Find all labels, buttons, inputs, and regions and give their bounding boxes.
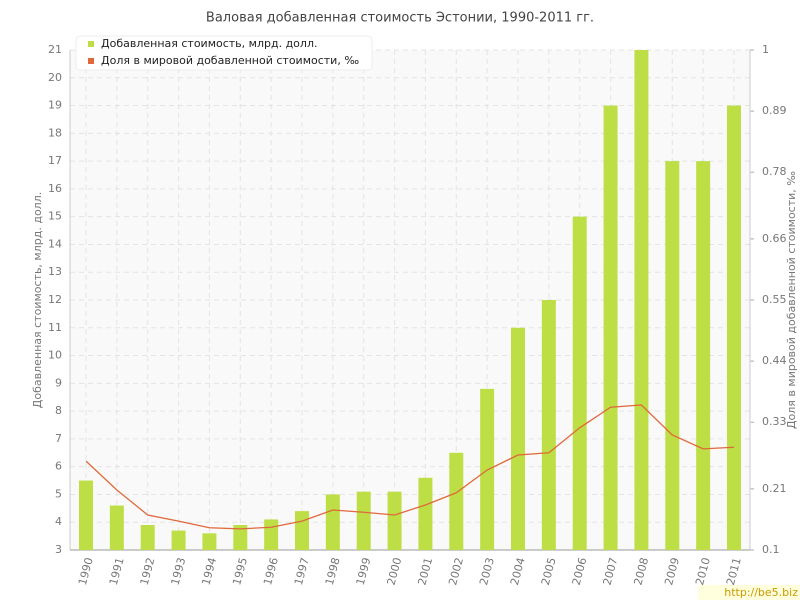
y-tick-label: 19 — [48, 99, 62, 112]
x-tick-label: 1992 — [138, 556, 158, 586]
y2-tick-label: 0.44 — [762, 354, 787, 367]
y2-tick-label: 0.89 — [762, 104, 787, 117]
x-tick-label: 1993 — [169, 556, 189, 586]
legend-label: Доля в мировой добавленной стоимости, ‰ — [101, 54, 359, 67]
bar — [264, 519, 279, 550]
y-tick-label: 4 — [55, 515, 62, 528]
x-tick-label: 1990 — [76, 556, 96, 586]
x-tick-label: 2000 — [385, 556, 405, 586]
legend-box — [75, 35, 373, 71]
x-tick-label: 2007 — [601, 556, 621, 586]
bar — [634, 50, 649, 550]
bar — [603, 105, 618, 551]
x-tick-label: 1991 — [107, 556, 127, 586]
bar — [572, 216, 587, 550]
y-tick-label: 20 — [48, 71, 62, 84]
y-tick-label: 17 — [48, 154, 62, 167]
legend-label: Добавленная стоимость, млрд. долл. — [101, 37, 317, 50]
x-tick-label: 1996 — [261, 556, 281, 586]
bar — [387, 491, 402, 550]
x-tick-label: 2010 — [693, 556, 713, 586]
bar — [541, 300, 556, 550]
x-tick-label: 2011 — [724, 556, 744, 586]
bar — [295, 511, 309, 550]
x-tick-label: 2002 — [446, 556, 466, 586]
y-tick-label: 16 — [48, 182, 62, 195]
legend-swatch — [88, 58, 94, 64]
bar — [727, 105, 741, 551]
bar — [202, 533, 217, 550]
y-tick-label: 5 — [55, 487, 62, 500]
x-tick-label: 2006 — [570, 556, 590, 586]
bar — [325, 494, 340, 550]
y2-tick-label: 0.66 — [762, 232, 787, 245]
bar — [696, 161, 711, 550]
y2-tick-label: 0.33 — [762, 415, 787, 428]
bar — [171, 530, 186, 550]
y-tick-label: 14 — [48, 237, 62, 250]
bar — [418, 477, 433, 550]
legend-swatch — [88, 41, 94, 47]
x-tick-label: 1995 — [230, 556, 250, 586]
y2-tick-label: 0.1 — [762, 543, 780, 556]
y-tick-label: 6 — [55, 460, 62, 473]
bar — [233, 525, 248, 550]
y-tick-label: 9 — [55, 376, 62, 389]
y-tick-label: 12 — [48, 293, 62, 306]
bar — [511, 327, 525, 550]
y2-axis-label: Доля в мировой добавленной стоимости, ‰ — [785, 171, 798, 429]
x-tick-label: 2008 — [631, 556, 651, 586]
bar — [449, 452, 464, 550]
bar — [665, 161, 680, 550]
y2-tick-label: 0.55 — [762, 293, 787, 306]
x-tick-label: 1999 — [354, 556, 374, 586]
y-tick-label: 11 — [48, 321, 62, 334]
x-tick-label: 1997 — [292, 556, 312, 586]
line — [85, 404, 735, 530]
y-tick-label: 7 — [55, 432, 62, 445]
chart-title: Валовая добавленная стоимость Эстонии, 1… — [206, 11, 594, 26]
x-tick-label: 2001 — [415, 556, 435, 586]
watermark: http://be5.biz — [724, 586, 798, 599]
legend: Добавленная стоимость, млрд. долл. Доля в… — [75, 35, 373, 71]
y-tick-label: 8 — [55, 404, 62, 417]
bar — [356, 491, 371, 550]
x-tick-label: 2005 — [539, 556, 559, 586]
y-tick-label: 10 — [48, 349, 62, 362]
x-tick-label: 2009 — [662, 556, 682, 586]
x-tick-label: 2003 — [477, 556, 497, 586]
bar — [140, 525, 155, 550]
y-tick-label: 3 — [55, 543, 62, 556]
y-tick-label: 13 — [48, 265, 62, 278]
y-tick-label: 15 — [48, 210, 62, 223]
y2-tick-label: 0.21 — [762, 482, 787, 495]
y-axis-label: Добавленная стоимость, млрд. долл. — [31, 192, 44, 408]
y2-tick-label: 0.78 — [762, 165, 787, 178]
bar — [79, 480, 93, 550]
x-tick-label: 2004 — [508, 556, 528, 586]
watermark-bg — [698, 585, 800, 600]
y-tick-label: 18 — [48, 126, 62, 139]
x-tick-label: 1998 — [323, 556, 343, 586]
y2-tick-label: 1 — [762, 43, 769, 56]
bar — [109, 505, 124, 550]
x-tick-label: 1994 — [199, 556, 219, 586]
y-tick-label: 21 — [48, 43, 62, 56]
